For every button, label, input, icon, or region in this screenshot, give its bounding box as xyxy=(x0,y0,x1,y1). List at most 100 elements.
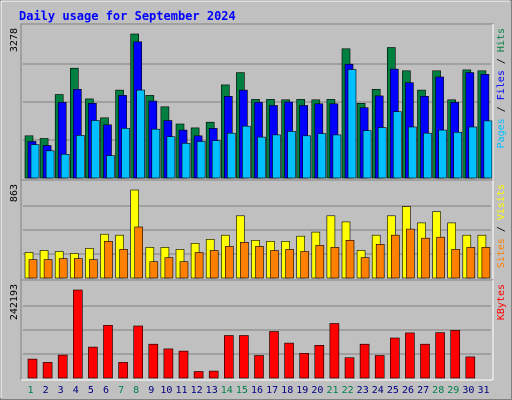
bar-pages-day-29 xyxy=(453,132,463,179)
bar-kbytes-day-22 xyxy=(344,357,355,379)
x-axis-day-labels: 1 2 3 4 5 6 7 8 9 10 11 12 13 14 15 16 17 18 19 20 21 22 23 24 2… xyxy=(27,385,489,396)
bar-pages-day-3 xyxy=(60,154,70,179)
bar-sites-day-28 xyxy=(436,236,445,279)
bar-kbytes-day-7 xyxy=(118,362,128,379)
day-label-20: 20 xyxy=(311,385,323,396)
y-axis-legend: KBytes xyxy=(496,284,507,320)
bar-sites-day-21 xyxy=(330,247,340,279)
bar-pages-day-2 xyxy=(45,150,55,179)
bar-kbytes-day-5 xyxy=(88,346,98,379)
bar-kbytes-day-28 xyxy=(435,332,445,379)
day-label-28: 28 xyxy=(432,385,444,396)
bar-pages-day-13 xyxy=(211,140,221,179)
y-axis-legend: Sites / Visits xyxy=(496,184,507,268)
bar-pages-day-25 xyxy=(392,111,402,179)
bar-pages-day-22 xyxy=(347,69,357,179)
day-label-8: 8 xyxy=(133,385,139,396)
bar-pages-day-12 xyxy=(196,141,206,179)
day-label-23: 23 xyxy=(357,385,369,396)
bar-kbytes-day-29 xyxy=(450,330,461,379)
bar-kbytes-day-23 xyxy=(359,343,370,379)
day-label-5: 5 xyxy=(88,385,94,396)
bar-kbytes-day-11 xyxy=(178,350,189,379)
bar-kbytes-day-24 xyxy=(374,355,385,379)
bar-kbytes-day-14 xyxy=(224,335,234,379)
bar-kbytes-day-1 xyxy=(27,358,38,379)
day-label-2: 2 xyxy=(43,385,49,396)
bar-sites-day-11 xyxy=(179,261,189,279)
bar-kbytes-day-20 xyxy=(314,344,325,379)
day-label-3: 3 xyxy=(58,385,64,396)
bar-kbytes-day-4 xyxy=(73,289,83,379)
bar-pages-day-17 xyxy=(272,134,281,179)
bar-pages-day-18 xyxy=(287,131,296,179)
bar-pages-day-8 xyxy=(136,89,145,179)
bar-pages-day-15 xyxy=(242,125,251,179)
bar-kbytes-day-12 xyxy=(193,371,204,379)
legend-files: Files xyxy=(496,70,507,100)
bar-kbytes-day-26 xyxy=(405,332,415,379)
bar-sites-day-16 xyxy=(255,246,264,279)
day-label-6: 6 xyxy=(103,385,109,396)
day-label-4: 4 xyxy=(73,385,79,396)
bar-sites-day-25 xyxy=(390,234,400,279)
bar-pages-day-7 xyxy=(121,128,130,179)
bar-kbytes-day-27 xyxy=(420,343,430,379)
day-label-19: 19 xyxy=(296,385,308,396)
bar-pages-day-9 xyxy=(151,128,161,179)
bar-sites-day-13 xyxy=(209,250,219,279)
panel-pages-files-hits: 3278 Pages / Files / Hits xyxy=(9,23,507,181)
bar-pages-day-10 xyxy=(166,136,176,179)
bar-pages-day-28 xyxy=(438,129,447,179)
bar-kbytes-day-10 xyxy=(163,348,174,379)
day-label-16: 16 xyxy=(251,385,263,396)
day-label-7: 7 xyxy=(118,385,124,396)
bar-pages-day-11 xyxy=(181,143,191,179)
bar-sites-day-10 xyxy=(164,257,174,279)
bar-kbytes-day-18 xyxy=(284,342,294,379)
bar-pages-day-20 xyxy=(317,133,327,179)
day-label-11: 11 xyxy=(175,385,187,396)
bar-pages-day-26 xyxy=(408,126,417,179)
panel-sites-visits: 863 Sites / Visits xyxy=(9,179,507,281)
bar-pages-day-4 xyxy=(76,135,85,179)
bar-pages-day-5 xyxy=(91,120,100,179)
bar-sites-day-14 xyxy=(225,246,234,279)
day-label-17: 17 xyxy=(266,385,278,396)
bar-pages-day-30 xyxy=(468,126,478,179)
bar-sites-day-27 xyxy=(421,237,430,279)
bar-sites-day-31 xyxy=(481,247,491,279)
bar-kbytes-day-6 xyxy=(103,324,113,379)
bar-sites-day-15 xyxy=(240,242,249,279)
day-label-30: 30 xyxy=(462,385,474,396)
bar-kbytes-day-3 xyxy=(57,354,68,379)
bar-kbytes-day-17 xyxy=(269,331,279,379)
day-label-10: 10 xyxy=(160,385,172,396)
bar-sites-day-22 xyxy=(345,240,355,279)
day-label-12: 12 xyxy=(191,385,203,396)
day-label-21: 21 xyxy=(326,385,338,396)
bar-pages-day-1 xyxy=(30,144,40,179)
bar-pages-day-6 xyxy=(106,155,115,179)
bar-sites-day-4 xyxy=(74,258,83,279)
day-label-18: 18 xyxy=(281,385,293,396)
bar-kbytes-day-13 xyxy=(208,370,219,379)
bar-kbytes-day-15 xyxy=(239,335,249,379)
day-label-24: 24 xyxy=(372,385,384,396)
day-label-13: 13 xyxy=(206,385,218,396)
bar-sites-day-18 xyxy=(285,249,294,279)
day-label-26: 26 xyxy=(402,385,414,396)
day-label-9: 9 xyxy=(148,385,154,396)
bar-sites-day-20 xyxy=(315,245,325,279)
legend-hits: Hits xyxy=(496,28,507,52)
y-max-label: 863 xyxy=(9,184,20,202)
day-label-27: 27 xyxy=(417,385,429,396)
legend-pages: Pages xyxy=(496,118,507,148)
bar-kbytes-day-25 xyxy=(389,337,400,379)
day-label-15: 15 xyxy=(236,385,248,396)
y-max-label: 242193 xyxy=(9,284,20,320)
bar-sites-day-19 xyxy=(300,251,310,279)
bar-kbytes-day-21 xyxy=(329,323,340,379)
bar-sites-day-23 xyxy=(360,257,370,279)
